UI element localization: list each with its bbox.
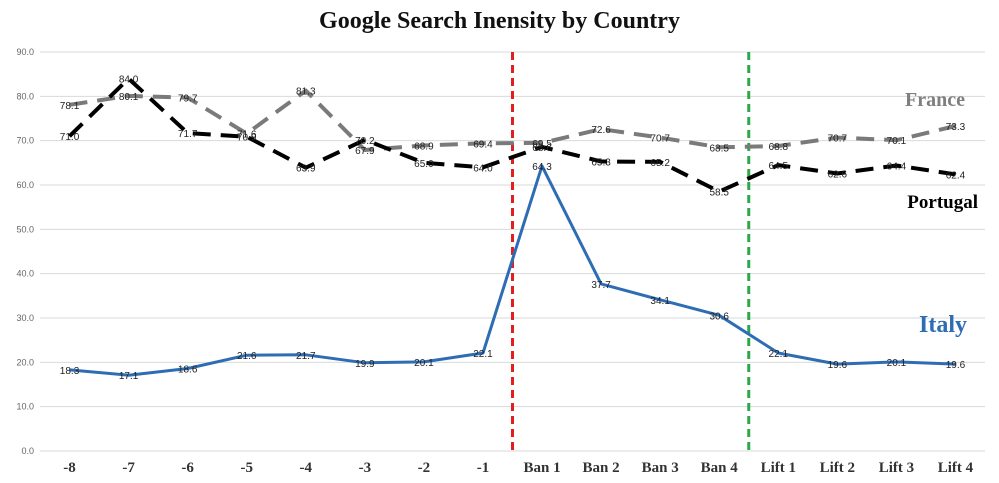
- data-label: 18.6: [178, 365, 198, 376]
- vertical-markers: [511, 52, 751, 451]
- data-label: 62.4: [946, 170, 966, 181]
- data-label: 70.2: [355, 136, 375, 147]
- data-label: 17.1: [119, 371, 139, 382]
- data-label: 81.3: [296, 87, 316, 98]
- data-label: 22.1: [769, 349, 789, 360]
- data-label: 71.0: [60, 132, 80, 143]
- x-tick-label: -6: [181, 460, 194, 476]
- y-tick-label: 80.0: [16, 91, 34, 101]
- x-tick-label: -5: [240, 460, 253, 476]
- x-tick-label: -8: [63, 460, 76, 476]
- data-label: 19.6: [828, 360, 848, 371]
- y-tick-label: 40.0: [16, 269, 34, 279]
- y-tick-label: 10.0: [16, 402, 34, 412]
- x-tick-label: -3: [359, 460, 372, 476]
- y-tick-label: 50.0: [16, 224, 34, 234]
- data-label: 64.3: [532, 162, 552, 173]
- data-label: 21.7: [296, 351, 316, 362]
- data-label: 70.7: [650, 134, 670, 145]
- data-label: 64.4: [887, 161, 907, 172]
- series-line-france: [69, 88, 956, 152]
- x-tick-label: Lift 1: [761, 460, 796, 476]
- data-label: 70.9: [237, 133, 257, 144]
- series-name-portugal: Portugal: [907, 192, 978, 213]
- x-tick-label: Ban 1: [523, 460, 560, 476]
- series-line-portugal: [68, 76, 956, 194]
- data-label: 68.9: [414, 142, 434, 153]
- data-label: 65.0: [414, 159, 434, 170]
- y-tick-label: 70.0: [16, 136, 34, 146]
- chart-title: Google Search Inensity by Country: [319, 8, 680, 34]
- y-tick-label: 90.0: [16, 47, 34, 57]
- data-label: 70.7: [828, 134, 848, 145]
- data-label: 63.9: [296, 164, 316, 175]
- data-label: 84.0: [119, 75, 139, 86]
- x-tick-label: Ban 2: [583, 460, 620, 476]
- x-tick-label: -7: [122, 460, 135, 476]
- x-tick-label: -1: [477, 460, 490, 476]
- data-label: 65.3: [591, 158, 611, 169]
- data-label: 71.6: [237, 130, 257, 141]
- data-label: 18.3: [60, 366, 80, 377]
- x-tick-label: -4: [300, 460, 313, 476]
- series-lines: [68, 76, 956, 377]
- series-names: France Portugal Italy: [905, 89, 978, 338]
- x-axis-ticks: -8 -7 -6 -5 -4 -3 -2 -1 Ban 1 Ban 2 Ban 3 Ban 4 Lift…: [63, 460, 973, 476]
- x-tick-label: Ban 3: [642, 460, 679, 476]
- data-label: 80.1: [119, 92, 139, 103]
- data-label: 72.6: [591, 125, 611, 136]
- data-label: 19.9: [355, 359, 375, 370]
- data-label: 19.6: [946, 360, 966, 371]
- y-tick-label: 20.0: [16, 357, 34, 367]
- y-tick-label: 0.0: [21, 446, 34, 456]
- data-label: 58.5: [709, 188, 729, 199]
- x-tick-label: Lift 4: [938, 460, 974, 476]
- x-tick-label: Lift 3: [879, 460, 914, 476]
- data-label: 20.1: [887, 358, 907, 369]
- data-label: 34.1: [650, 296, 670, 307]
- data-label: 62.6: [828, 169, 848, 180]
- data-label: 68.5: [709, 143, 729, 154]
- data-label: 71.7: [178, 129, 198, 140]
- series-line-italy: [69, 164, 956, 377]
- series-name-italy: Italy: [919, 312, 967, 338]
- data-label: 69.5: [532, 139, 552, 150]
- series-name-france: France: [905, 89, 965, 111]
- data-label: 67.9: [355, 146, 375, 157]
- y-axis-ticks: 0.0 10.0 20.0 30.0 40.0 50.0 60.0 70.0 80.0 90.0: [16, 47, 34, 456]
- data-label: 64.0: [473, 163, 493, 174]
- data-label: 64.5: [769, 161, 789, 172]
- data-label: 79.7: [178, 94, 198, 105]
- data-label: 22.1: [473, 349, 493, 360]
- data-label: 70.1: [887, 136, 907, 147]
- y-tick-label: 30.0: [16, 313, 34, 323]
- data-label: 30.6: [709, 311, 729, 322]
- data-labels: 78.1 80.1 79.7 71.6 81.3 67.9 68.9 69.4 69.5 72.6…: [60, 75, 966, 383]
- data-label: 78.1: [60, 101, 80, 112]
- data-label: 21.6: [237, 351, 257, 362]
- x-tick-label: -2: [418, 460, 431, 476]
- data-label: 73.3: [946, 122, 966, 133]
- data-label: 20.1: [414, 358, 434, 369]
- y-tick-label: 60.0: [16, 180, 34, 190]
- data-label: 65.2: [650, 158, 670, 169]
- data-label: 37.7: [591, 280, 611, 291]
- data-label: 69.4: [473, 139, 493, 150]
- data-label: 68.6: [532, 143, 552, 154]
- x-tick-label: Ban 4: [701, 460, 739, 476]
- data-label: 68.8: [769, 142, 789, 153]
- x-tick-label: Lift 2: [820, 460, 855, 476]
